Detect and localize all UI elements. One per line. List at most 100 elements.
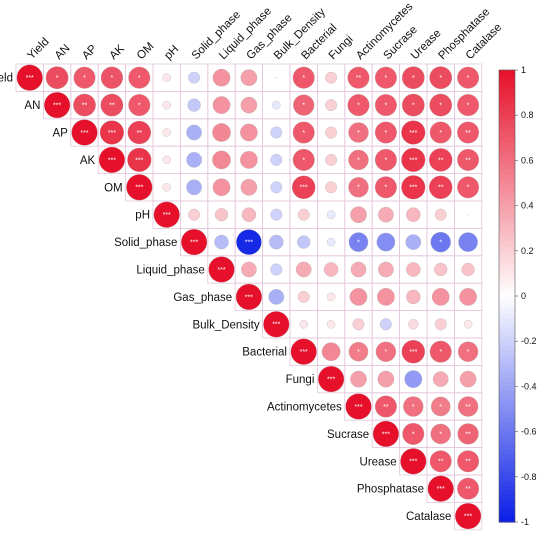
row-label-Yield: Yield [0,73,13,85]
corr-circle-AK-OM [127,147,152,172]
significance-label: *** [327,377,335,384]
significance-label: * [302,130,305,137]
column-labels: Yield AN AP AK OM pH Solid_phaseLiquid_phaseGa… [25,1,504,63]
corr-circle-AP-AP [71,119,98,146]
colorbar-segment [499,151,515,157]
corr-circle-AN-pH [162,100,171,110]
corr-circle-Yield-pH [162,73,171,82]
significance-label: * [83,75,86,82]
row-label-Catalase: Catalase [406,511,451,523]
significance-label: *** [53,103,61,110]
corr-circle-AN-Sucrase [374,94,397,117]
colorbar-segment [499,395,515,401]
colorbar-tick-label: -0.4 [521,381,537,391]
row-label-Bulk_Density: Bulk_Density [192,319,259,331]
row-label-AP: AP [52,128,68,140]
colorbar-segment [499,205,515,211]
col-label-Yield: Yield [25,36,51,62]
colorbar-segment [499,277,515,284]
colorbar-segment [499,517,515,523]
colorbar-segment [499,128,515,134]
significance-label: * [302,157,305,164]
corr-circle-Bacterial-Fungi [321,342,341,361]
colorbar-segment [499,418,515,424]
colorbar-segment [499,74,515,80]
colorbar-tick-label: 0.2 [521,246,534,256]
row-label-Gas_phase: Gas_phase [173,292,232,304]
colorbar-tick-label: -0.6 [521,427,537,437]
corr-circle-OM-Bulk_Density [270,181,283,194]
significance-label: * [467,103,470,110]
significance-label: *** [409,185,417,192]
colorbar-segment [499,223,515,229]
significance-label: * [439,103,442,110]
corr-circle-AN-Liquid_phase [212,96,231,114]
corr-circle-Gas_phase-Bulk_Density [268,289,285,305]
significance-label: *** [300,185,308,192]
correlation-circles [16,64,482,530]
corr-circle-Sucrase-Sucrase [372,420,399,447]
colorbar-segment [499,323,515,329]
corr-circle-AN-Bacterial [293,94,315,116]
colorbar-segment [499,178,515,184]
corr-circle-Bulk_Density-Bulk_Density [263,311,290,338]
colorbar-segment [499,237,515,243]
corr-circle-Liquid_phase-Liquid_phase [208,256,235,283]
significance-label: *** [245,294,253,301]
corr-circle-pH-pH [153,201,180,228]
corr-circle-Urease-Phosphatase [429,450,452,473]
corr-circle-OM-Urease [401,175,426,200]
corr-circle-Liquid_phase-Gas_phase [241,261,257,278]
corr-circle-Fungi-Fungi [318,366,345,393]
significance-label: * [357,130,360,137]
corr-circle-Liquid_phase-Urease [406,262,421,277]
corr-circle-Yield-Sucrase [374,66,397,89]
colorbar-segment [499,458,515,464]
colorbar-segment [499,490,515,496]
colorbar-segment [499,259,515,265]
significance-label: * [138,75,141,82]
row-label-AK: AK [80,155,96,167]
colorbar-segment [499,228,515,234]
corr-circle-Liquid_phase-Bulk_Density [270,263,283,276]
colorbar-tick-label: 0.8 [521,110,534,120]
row-label-Bacterial: Bacterial [242,347,287,359]
colorbar-segment [499,264,515,270]
colorbar-segment [499,372,515,378]
significance-label: *** [26,75,34,82]
col-label-AP: AP [80,43,100,63]
corr-circle-OM-pH [162,183,171,192]
corr-circle-AP-Bulk_Density [270,126,283,139]
corr-circle-AK-Gas_phase [240,151,258,169]
colorbar-segment [499,350,515,356]
colorbar-segment [499,481,515,487]
colorbar-segment [499,436,515,442]
col-label-pH: pH [162,43,181,62]
significance-label: * [412,431,415,438]
colorbar-segment [499,431,515,437]
colorbar-segment [499,494,515,500]
significance-label: *** [80,130,88,137]
corr-circle-Solid_phase-Catalase [458,232,478,252]
colorbar-segment [499,187,515,193]
corr-circle-pH-Fungi [326,210,336,219]
significance-label: ** [465,157,471,164]
corr-circle-Solid_phase-Fungi [326,237,336,247]
colorbar-segment [499,368,515,374]
corr-circle-Gas_phase-Urease [406,289,421,305]
corr-circle-Bacterial-Urease [401,340,425,364]
significance-label: *** [163,212,171,219]
corr-circle-AN-AP [73,93,96,117]
corr-circle-Phosphatase-Phosphatase [427,475,454,502]
colorbar-segment [499,363,515,369]
corr-circle-Gas_phase-Phosphatase [431,288,450,306]
colorbar-segment [499,463,515,469]
corr-circle-OM-Fungi [325,181,338,194]
significance-label: *** [108,157,116,164]
significance-label: * [412,404,415,411]
corr-circle-Yield-Catalase [457,66,480,89]
colorbar-segment [499,404,515,410]
corr-circle-AN-Gas_phase [240,96,258,114]
colorbar-segment [499,409,515,415]
significance-label: * [357,103,360,110]
